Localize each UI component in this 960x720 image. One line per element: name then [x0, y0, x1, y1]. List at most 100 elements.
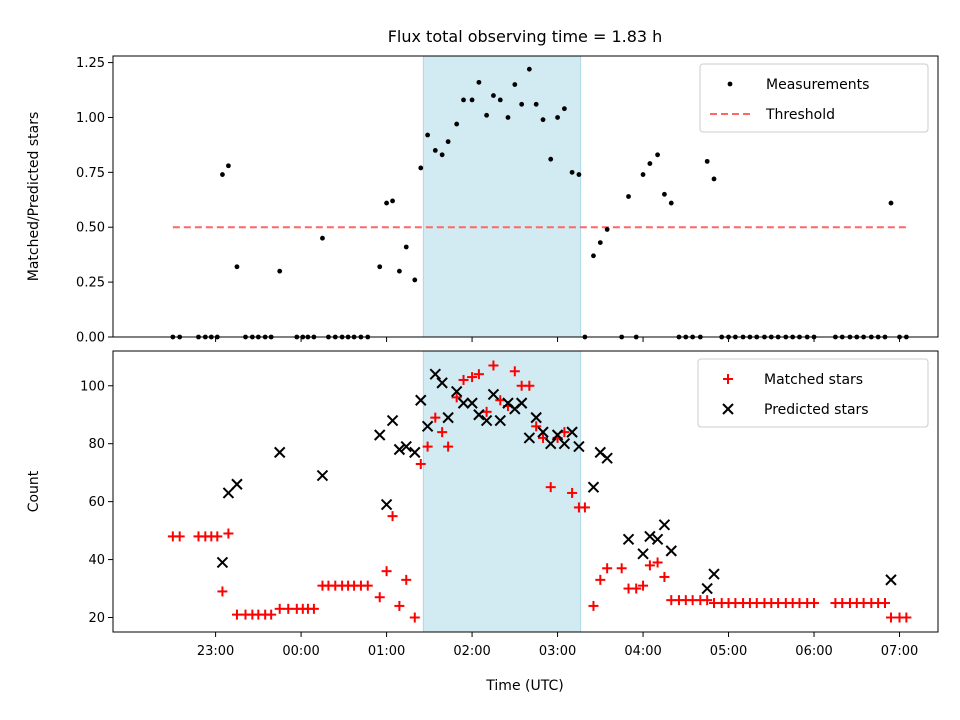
legend-predicted-swatch-b — [722, 403, 734, 415]
matched-star-point — [579, 502, 590, 513]
measurement-points — [170, 66, 909, 340]
matched-star-point — [901, 612, 912, 623]
predicted-star-point-b — [658, 519, 671, 531]
legend-matched-swatch — [723, 374, 733, 384]
measurement-point — [234, 264, 240, 270]
predicted-star-point-b — [436, 377, 448, 389]
top-y-tick-label: 1.00 — [76, 111, 105, 126]
predicted-star-point-b — [587, 481, 600, 493]
measurement-point — [512, 82, 518, 87]
measurement-point — [561, 106, 567, 112]
measurement-point — [497, 97, 503, 103]
measurement-point — [412, 277, 418, 283]
top-panel: 0.00 0.25 0.50 0.75 1.00 1.25 Matched/Predict… — [26, 55, 939, 346]
top-y-tick-label: 1.25 — [76, 56, 105, 71]
measurement-point — [662, 191, 667, 197]
matched-star-point — [387, 511, 398, 522]
predicted-star-point — [216, 556, 229, 569]
predicted-star-point — [558, 437, 571, 450]
predicted-star-point — [457, 397, 470, 409]
predicted-star-point-b — [537, 426, 549, 438]
matched-star-point — [638, 580, 649, 591]
legend-measurements-swatch — [727, 81, 733, 87]
measurement-point — [640, 172, 646, 177]
predicted-star-point-b — [545, 437, 557, 450]
matched-star-point — [644, 560, 655, 571]
x-tick-label: 02:00 — [453, 644, 490, 659]
matched-star-point — [437, 427, 448, 438]
top-axes-ticks: 0.00 0.25 0.50 0.75 1.00 1.25 — [76, 56, 901, 346]
top-y-axis-label: Matched/Predicted stars — [26, 112, 42, 282]
bottom-axes-frame — [112, 350, 939, 633]
matched-star-point — [481, 406, 492, 417]
predicted-star-point — [601, 452, 613, 464]
predicted-star-point-b — [637, 548, 649, 560]
measurement-point — [548, 156, 554, 162]
predicted-star-point — [644, 530, 656, 543]
matched-star-point — [595, 574, 606, 585]
measurement-point — [454, 121, 460, 127]
predicted-star-point — [658, 519, 671, 531]
predicted-star-point-b — [701, 582, 713, 595]
matched-star-point — [567, 487, 578, 498]
predicted-star-point — [442, 411, 454, 424]
predicted-star-point — [386, 414, 399, 427]
measurement-point — [484, 112, 490, 118]
matched-star-point — [531, 421, 542, 432]
predicted-star-point — [537, 426, 549, 438]
top-shade-rect — [422, 55, 582, 338]
measurement-point — [277, 268, 283, 274]
top-legend-label: Measurements — [766, 77, 869, 93]
predicted-star-point — [374, 429, 386, 441]
measurement-point — [390, 198, 395, 204]
bottom-y-tick-label: 80 — [88, 437, 105, 452]
predicted-star-point-b — [885, 574, 897, 586]
predicted-star-point — [274, 446, 286, 459]
legend-predicted-swatch — [722, 403, 734, 415]
predicted-star-point-b — [231, 478, 243, 490]
matched-star-point — [467, 372, 478, 383]
measurement-point — [476, 79, 482, 85]
top-legend: Measurements Threshold — [699, 63, 929, 133]
bottom-legend: Matched stars Predicted stars — [697, 358, 929, 428]
predicted-star-point — [530, 411, 542, 424]
predicted-star-point — [651, 533, 664, 546]
measurement-point — [469, 97, 475, 103]
predicted-star-point — [701, 582, 713, 595]
predicted-star-point-b — [442, 411, 454, 424]
bottom-y-tick-label: 40 — [88, 553, 105, 568]
predicted-star-point-b — [457, 397, 470, 409]
measurement-point — [418, 165, 424, 171]
predicted-star-point-b — [415, 394, 427, 406]
measurement-point — [439, 152, 445, 158]
matched-star-point — [879, 598, 890, 609]
measurement-point — [403, 244, 409, 250]
bottom-legend-label: Predicted stars — [764, 402, 869, 418]
measurement-point — [526, 66, 532, 72]
measurement-point — [461, 97, 466, 103]
measurement-point — [555, 115, 560, 120]
matched-star-point — [283, 603, 294, 614]
predicted-star-point — [400, 440, 412, 453]
measurement-point — [505, 115, 511, 120]
matched-star-point — [422, 441, 433, 452]
matched-star-point — [266, 609, 277, 620]
x-tick-label: 03:00 — [539, 644, 576, 659]
bottom-panel: 20 40 60 80 100 23:00 00:00 01:00 02:00 03:00 04:0… — [26, 350, 939, 659]
matched-star-point — [509, 366, 520, 377]
predicted-star-point — [231, 478, 243, 490]
bottom-y-tick-label: 20 — [88, 611, 105, 626]
predicted-star-point-b — [400, 440, 412, 453]
x-tick-label: 00:00 — [282, 644, 319, 659]
matched-star-point — [451, 392, 462, 403]
predicted-star-point — [409, 446, 421, 459]
x-tick-label: 05:00 — [710, 644, 747, 659]
x-tick-label: 06:00 — [795, 644, 832, 659]
measurement-point — [591, 253, 596, 259]
predicted-star-point — [450, 385, 463, 398]
matched-star-point — [217, 586, 228, 597]
bottom-legend-box — [697, 358, 929, 428]
measurement-point — [704, 158, 710, 164]
x-tick-label: 04:00 — [624, 644, 661, 659]
predicted-star-point-b — [523, 432, 536, 444]
